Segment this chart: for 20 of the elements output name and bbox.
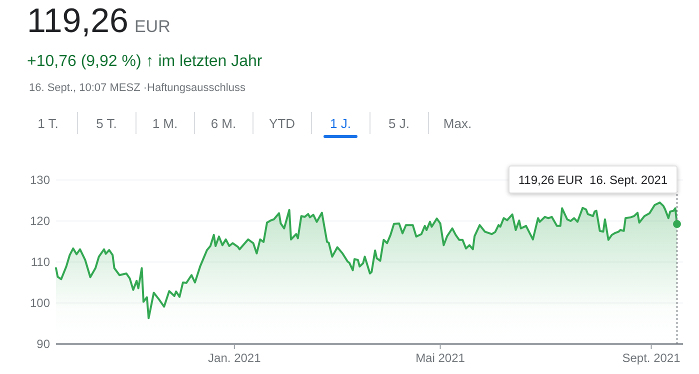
y-tick-label: 120 [30, 214, 50, 228]
text: Max. [443, 116, 472, 131]
text: 5 J. [388, 116, 410, 131]
text: YTD [269, 116, 295, 131]
y-tick-label: 130 [30, 173, 50, 187]
text: 1 M. [152, 116, 178, 131]
y-tick-label: 100 [30, 296, 50, 310]
chart-title: 119,26 EUR [27, 2, 170, 40]
y-tick-label: 90 [36, 337, 50, 351]
x-tick-label: Sept. 2021 [622, 351, 681, 365]
text: 1 T. [38, 116, 58, 131]
text: 1 J. [330, 116, 351, 131]
chart-subtitle: +10,76 (9,92 %) ↑ im letzten Jahr [27, 53, 263, 70]
text: 6 M. [210, 116, 236, 131]
text: 5 T. [96, 116, 117, 131]
text: 16. Sept., 10:07 MESZ ·Haftungsausschluss [29, 82, 246, 94]
x-tick-label: Jan. 2021 [208, 351, 262, 365]
x-tick-label: Mai 2021 [416, 351, 466, 365]
annotation: 119,26 EUR 16. Sept. 2021 [518, 173, 668, 187]
y-tick-label: 110 [30, 255, 50, 269]
